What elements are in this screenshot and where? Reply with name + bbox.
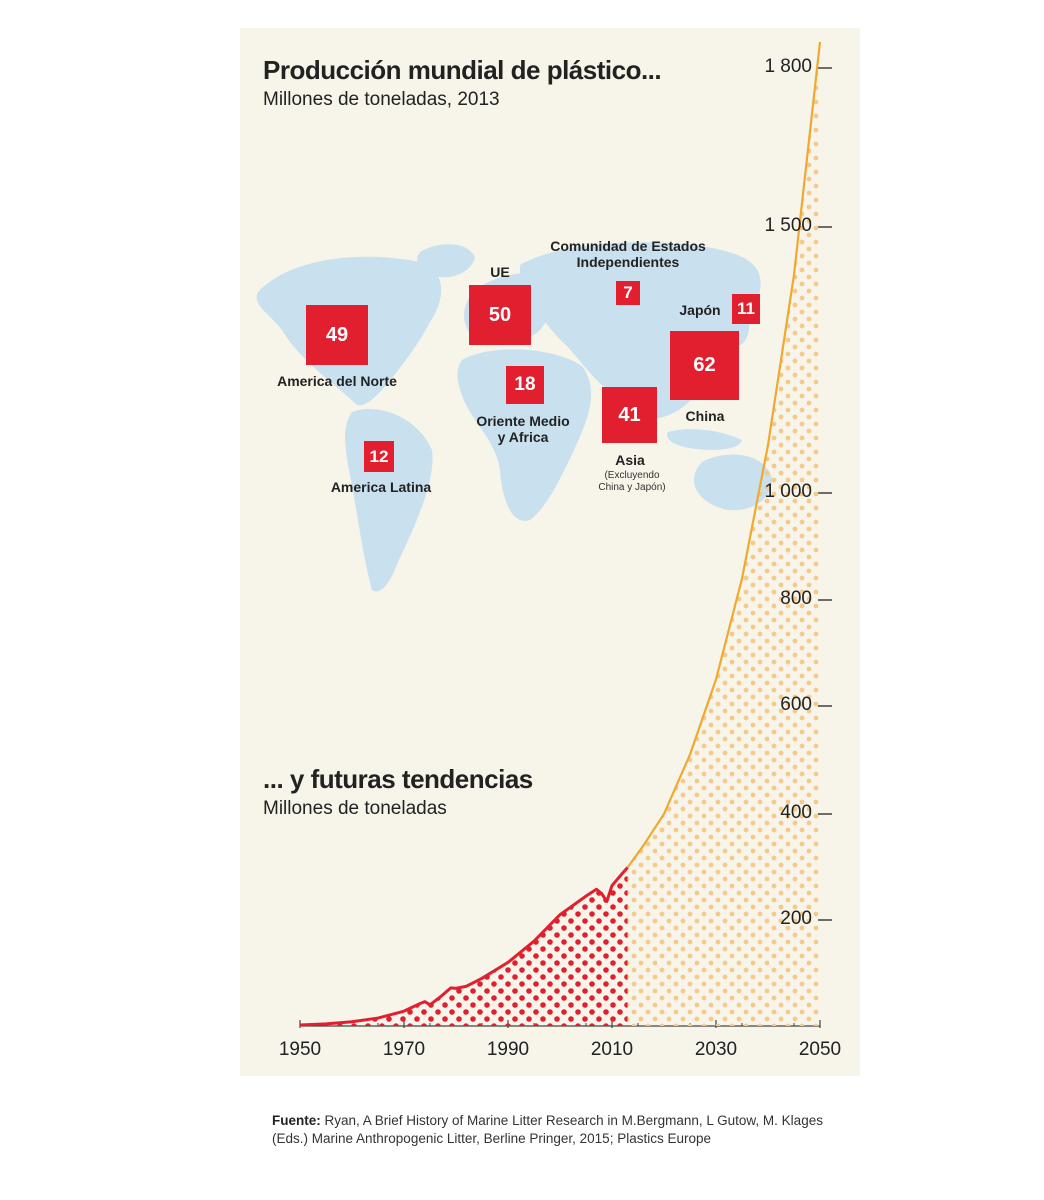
region-label-america-latina: America Latina [330, 479, 432, 495]
south-america-shape [345, 409, 433, 592]
region-label-jap-n: Japón [679, 302, 721, 318]
region-value-asia: 41 [602, 387, 657, 443]
greenland-shape [417, 244, 475, 278]
y-tick-label: 200 [780, 908, 812, 929]
region-label-comunidad-de-estados-independientes: Comunidad de Estados Independientes [550, 238, 706, 270]
x-tick-label: 1950 [278, 1039, 322, 1060]
source-text: Ryan, A Brief History of Marine Litter R… [272, 1113, 823, 1146]
y-tick-label: 600 [780, 694, 812, 715]
map-subtitle: Millones de toneladas, 2013 [263, 89, 500, 110]
y-tick-label: 800 [780, 588, 812, 609]
y-tick-label: 1 800 [764, 56, 812, 77]
map-title: Producción mundial de plástico... [263, 55, 662, 85]
region-value-america-latina: 12 [364, 441, 394, 472]
africa-shape [457, 349, 592, 521]
region-value-jap-n: 11 [732, 294, 760, 324]
y-tick-label: 1 500 [764, 215, 812, 236]
historical-area [300, 867, 628, 1026]
chart-lines [299, 41, 822, 1027]
source-label: Fuente: [272, 1113, 321, 1128]
region-value-comunidad-de-estados-independientes: 7 [616, 281, 640, 305]
region-label-america-del-norte: America del Norte [277, 373, 397, 389]
region-value-china: 62 [670, 331, 739, 400]
australia-shape [694, 454, 772, 511]
y-tick-label: 400 [780, 802, 812, 823]
source-note: Fuente: Ryan, A Brief History of Marine … [272, 1112, 852, 1148]
chart-title: ... y futuras tendencias [263, 764, 533, 794]
x-tick-label: 2030 [694, 1039, 738, 1060]
region-note-asia: (Excluyendo China y Japón) [598, 470, 666, 493]
x-tick-label: 1970 [382, 1039, 426, 1060]
chart-areas [300, 42, 820, 1026]
region-label-china: China [685, 408, 725, 424]
x-tick-label: 2010 [590, 1039, 634, 1060]
region-label-ue: UE [490, 264, 510, 280]
region-label-asia: Asia [615, 452, 645, 468]
projection-line [626, 41, 822, 869]
historical-line [299, 866, 629, 1027]
y-tick-label: 1 000 [764, 481, 812, 502]
chart-subtitle: Millones de toneladas [263, 798, 447, 819]
indonesia-shape [667, 429, 742, 450]
region-value-oriente-medio-y-africa: 18 [506, 366, 544, 404]
region-value-ue: 50 [469, 285, 531, 345]
x-tick-label: 2050 [798, 1039, 842, 1060]
region-value-america-del-norte: 49 [306, 305, 368, 365]
region-label-oriente-medio-y-africa: Oriente Medio y Africa [476, 413, 570, 445]
projection-area [627, 42, 820, 1026]
x-tick-label: 1990 [486, 1039, 530, 1060]
